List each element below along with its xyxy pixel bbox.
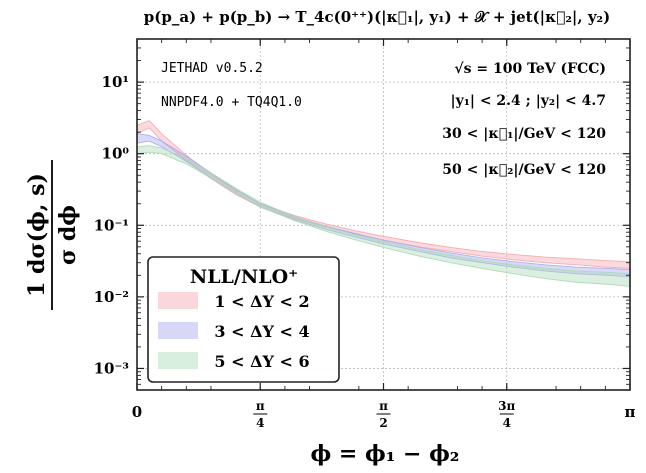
legend-title: NLL/NLO⁺: [190, 266, 298, 288]
annotations: JETHAD v0.5.2 NNPDF4.0 + TQ4Q1.0 √s = 10…: [161, 61, 606, 178]
x-tick-label: 3π4: [498, 399, 515, 430]
y-tick-label: 10¹: [102, 73, 129, 91]
annotation-kappa1: 30 < |κ⃗₁|/GeV < 120: [442, 126, 606, 142]
y-axis-label: 1 dσ(ϕ, s) σ dϕ: [24, 160, 81, 310]
y-tick-label: 10⁰: [102, 145, 130, 163]
legend-swatch-3: [158, 352, 198, 369]
legend-swatch-2: [158, 322, 198, 339]
x-tick-label: 0: [132, 403, 142, 421]
annotation-kappa2: 50 < |κ⃗₂|/GeV < 120: [442, 162, 606, 178]
legend-swatch-1: [158, 292, 198, 309]
legend: NLL/NLO⁺ 1 < ΔY < 2 3 < ΔY < 4 5 < ΔY < 6: [147, 256, 340, 383]
annotation-energy: √s = 100 TeV (FCC): [454, 61, 606, 77]
annotation-code-version: JETHAD v0.5.2: [161, 61, 263, 76]
x-tick-denominator: 4: [256, 416, 264, 430]
chart-title: p(p_a) + p(p_b) → T_4c(0⁺⁺)(|κ⃗₁|, y₁) +…: [144, 8, 610, 26]
x-tick-label: π: [625, 403, 636, 421]
y-tick-label: 10⁻³: [94, 359, 129, 377]
x-tick-label: π2: [376, 399, 391, 430]
x-axis-label: ϕ = ϕ₁ − ϕ₂: [311, 441, 460, 467]
x-tick-numerator: π: [256, 399, 265, 413]
legend-label-1: 1 < ΔY < 2: [214, 292, 309, 311]
legend-label-3: 5 < ΔY < 6: [214, 352, 309, 371]
legend-box: [147, 256, 340, 383]
legend-label-2: 3 < ΔY < 4: [214, 322, 309, 341]
x-tick-numerator: 3π: [498, 399, 515, 413]
y-tick-label: 10⁻¹: [94, 216, 129, 234]
y-axis-label-numerator: 1 dσ(ϕ, s): [24, 173, 50, 297]
annotation-pdf-set: NNPDF4.0 + TQ4Q1.0: [161, 95, 302, 110]
y-tick-label: 10⁻²: [94, 288, 129, 306]
x-tick-numerator: π: [379, 399, 388, 413]
x-tick-label: π4: [253, 399, 268, 430]
x-tick-denominator: 4: [503, 416, 511, 430]
legend-items: 1 < ΔY < 2 3 < ΔY < 4 5 < ΔY < 6: [158, 292, 310, 371]
x-tick-denominator: 2: [379, 416, 387, 430]
y-axis-label-denominator: σ dϕ: [55, 205, 81, 265]
annotation-rapidity: |y₁| < 2.4 ; |y₂| < 4.7: [451, 93, 607, 109]
